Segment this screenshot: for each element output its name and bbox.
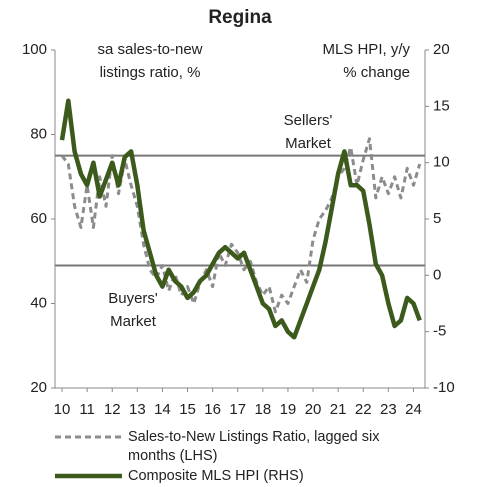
x-tick-label: 11 bbox=[79, 401, 95, 418]
y-tick-label: 80 bbox=[30, 125, 47, 142]
data-line bbox=[60, 137, 422, 314]
x-tick-label: 22 bbox=[355, 401, 372, 418]
x-tick-label: 18 bbox=[254, 401, 271, 418]
x-tick-label: 17 bbox=[229, 401, 246, 418]
annotation: Sellers' bbox=[284, 112, 333, 129]
x-tick-label: 24 bbox=[405, 401, 422, 418]
y2-tick-label: 0 bbox=[433, 266, 441, 283]
annotation: % change bbox=[343, 64, 410, 81]
y-tick-label: 20 bbox=[30, 379, 47, 396]
y2-tick-label: -10 bbox=[433, 379, 455, 396]
annotation: sa sales-to-new bbox=[97, 41, 202, 58]
chart-title: Regina bbox=[208, 7, 272, 28]
x-tick-label: 12 bbox=[104, 401, 121, 418]
x-tick-label: 15 bbox=[179, 401, 196, 418]
legend-label: Composite MLS HPI (RHS) bbox=[128, 468, 304, 484]
annotation: listings ratio, % bbox=[100, 64, 201, 81]
x-tick-label: 21 bbox=[330, 401, 347, 418]
x-tick-label: 13 bbox=[129, 401, 146, 418]
annotation: Buyers' bbox=[108, 290, 158, 307]
y2-tick-label: 5 bbox=[433, 210, 441, 227]
legend-label: Sales-to-New Listings Ratio, lagged six … bbox=[128, 429, 380, 464]
y2-tick-label: 15 bbox=[433, 97, 450, 114]
data-line bbox=[59, 98, 422, 340]
annotation: Market bbox=[110, 313, 157, 330]
annotation: Market bbox=[285, 135, 332, 152]
x-tick-label: 20 bbox=[305, 401, 322, 418]
x-tick-label: 14 bbox=[154, 401, 171, 418]
y2-tick-label: 10 bbox=[433, 154, 450, 171]
x-tick-label: 10 bbox=[54, 401, 71, 418]
y2-tick-label: 20 bbox=[433, 41, 450, 58]
y-tick-label: 40 bbox=[30, 294, 47, 311]
x-tick-label: 16 bbox=[204, 401, 221, 418]
x-tick-label: 19 bbox=[280, 401, 297, 418]
y-tick-label: 100 bbox=[22, 41, 47, 58]
y2-tick-label: -5 bbox=[433, 323, 446, 340]
annotation: MLS HPI, y/y bbox=[322, 41, 410, 58]
x-tick-label: 23 bbox=[380, 401, 397, 418]
y-tick-label: 60 bbox=[30, 210, 47, 227]
